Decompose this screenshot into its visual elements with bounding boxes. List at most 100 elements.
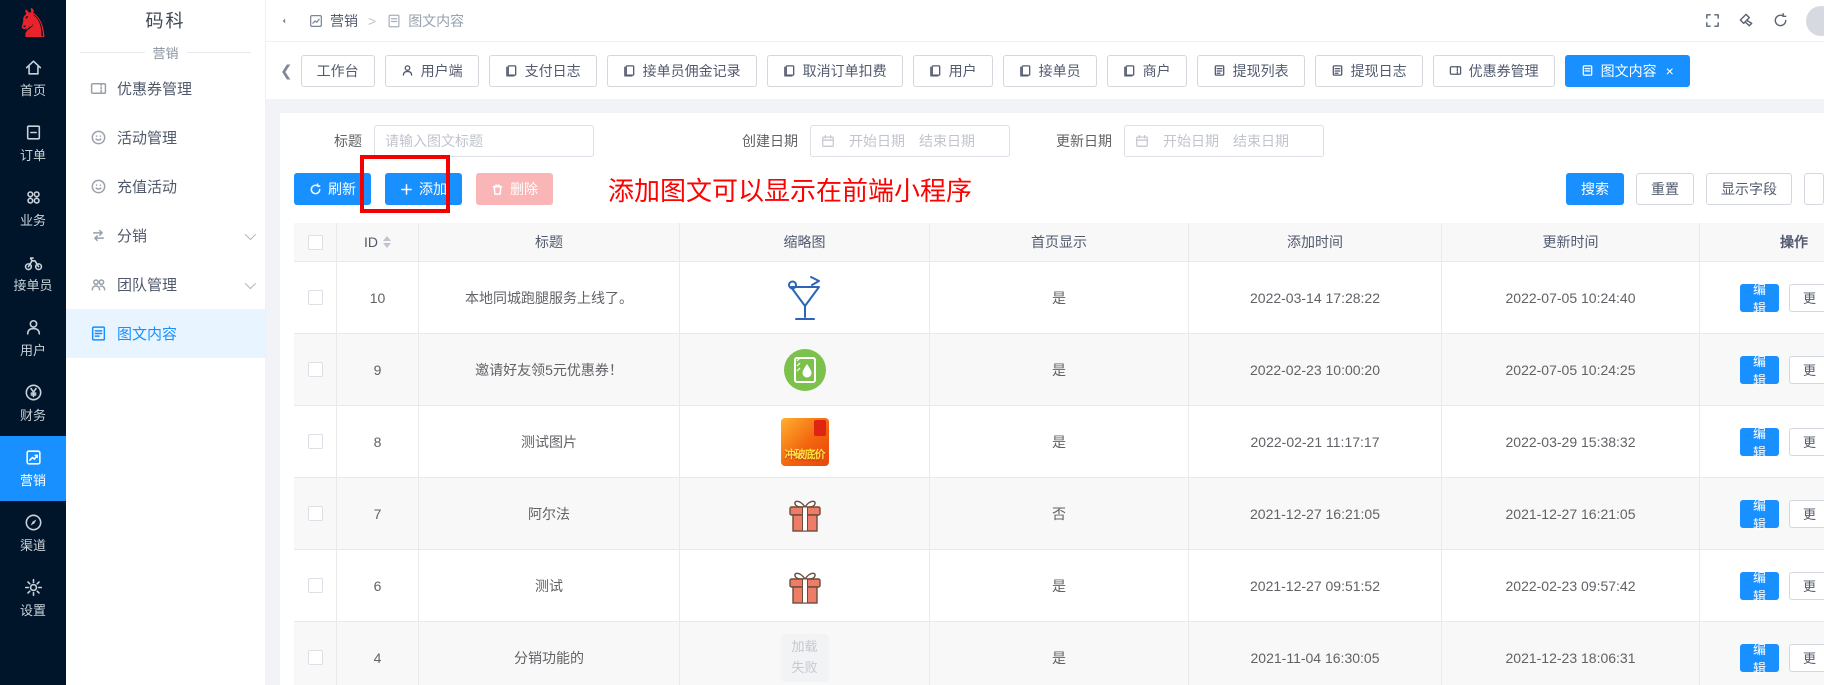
submenu-activity-manage[interactable]: 活动管理: [66, 113, 265, 162]
reset-button[interactable]: 重置: [1636, 173, 1694, 205]
marketing-chart-icon: [25, 450, 41, 465]
tab-payment-log[interactable]: 支付日志: [488, 54, 597, 87]
breadcrumb-marketing[interactable]: 营销: [330, 12, 358, 29]
submenu-recharge-activity[interactable]: 充值活动: [66, 162, 265, 211]
load-failed-thumbnail: 加载失败: [780, 633, 829, 682]
more-button[interactable]: 更: [1789, 283, 1824, 312]
tab-coupon-manage[interactable]: 优惠券管理: [1432, 54, 1555, 87]
tab-withdraw-list[interactable]: 提现列表: [1196, 54, 1305, 87]
col-title: 标题: [419, 223, 680, 261]
nav-users[interactable]: 用户: [0, 306, 66, 371]
tab-courier-commission[interactable]: 接单员佣金记录: [606, 54, 757, 87]
tab-strip: ❮ 工作台 用户端 支付日志 接单员佣金记录 取消订单扣费 用户 接单员 商户 …: [266, 42, 1824, 99]
theme-skin-icon[interactable]: [1738, 12, 1755, 29]
edit-button[interactable]: 编辑: [1740, 426, 1780, 460]
cell-id: 10: [337, 262, 419, 333]
edit-button[interactable]: 编辑: [1740, 282, 1780, 316]
end-date-placeholder: 结束日期: [919, 133, 975, 149]
add-button[interactable]: 添加: [385, 173, 462, 205]
cell-home-show: 是: [930, 406, 1189, 477]
row-checkbox[interactable]: [307, 290, 323, 305]
cell-home-show: 是: [930, 550, 1189, 621]
submenu-team-manage[interactable]: 团队管理: [66, 260, 265, 309]
nav-orders[interactable]: 订单: [0, 111, 66, 176]
user-icon: [26, 319, 40, 335]
nav-settings[interactable]: 设置: [0, 566, 66, 631]
edit-button[interactable]: 编辑: [1740, 498, 1780, 532]
fullscreen-icon[interactable]: [1704, 12, 1721, 29]
delete-button[interactable]: 删除: [476, 173, 553, 205]
refresh-button[interactable]: 刷新: [294, 173, 371, 205]
ticket-icon: [1449, 66, 1461, 75]
col-actions: 操作: [1780, 234, 1808, 250]
list-icon: [1332, 65, 1342, 76]
nav-finance[interactable]: 财务: [0, 371, 66, 436]
gear-icon: [24, 578, 42, 597]
breadcrumb-content: 图文内容: [408, 12, 465, 29]
tab-content-active[interactable]: 图文内容 ×: [1564, 54, 1690, 87]
list-icon: [1214, 65, 1224, 76]
edit-button[interactable]: 编辑: [1740, 642, 1780, 676]
brand-name: 码科: [145, 11, 186, 31]
edit-button[interactable]: 编辑: [1740, 570, 1780, 604]
row-checkbox[interactable]: [307, 434, 323, 449]
search-button[interactable]: 搜索: [1566, 173, 1624, 205]
sort-carets-icon[interactable]: [383, 236, 391, 248]
more-button[interactable]: 更: [1789, 499, 1824, 528]
nav-business[interactable]: 业务: [0, 176, 66, 241]
partial-cutoff-button[interactable]: [1804, 173, 1824, 205]
breadcrumb: 营销 > 图文内容: [308, 11, 464, 31]
select-all-checkbox[interactable]: [307, 234, 323, 250]
tab-workbench[interactable]: 工作台: [300, 54, 375, 87]
nav-marketing[interactable]: 营销: [0, 436, 66, 501]
compass-icon: [25, 514, 41, 531]
cell-home-show: 是: [930, 622, 1189, 685]
row-checkbox[interactable]: [307, 362, 323, 377]
tab-merchant[interactable]: 商户: [1106, 54, 1187, 87]
tab-user-client[interactable]: 用户端: [384, 54, 479, 87]
col-updated: 更新时间: [1442, 223, 1700, 261]
start-date-placeholder: 开始日期: [849, 133, 905, 149]
submenu-coupon-manage[interactable]: 优惠券管理: [66, 64, 265, 113]
create-date-range-picker[interactable]: 开始日期 结束日期: [810, 125, 1010, 157]
topbar-actions: [1704, 5, 1824, 36]
nav-label: 订单: [19, 148, 46, 163]
row-checkbox[interactable]: [307, 650, 323, 665]
submenu-label: 优惠券管理: [117, 81, 193, 98]
row-checkbox[interactable]: [307, 506, 323, 521]
tab-cancel-order-fee[interactable]: 取消订单扣费: [766, 54, 903, 87]
refresh-icon: [310, 182, 321, 194]
tab-withdraw-log[interactable]: 提现日志: [1314, 54, 1423, 87]
nav-channel[interactable]: 渠道: [0, 501, 66, 566]
table-row: 9 邀请好友领5元优惠券！ 是 2022-02-23 10:00:20 2022…: [294, 333, 1824, 405]
document-image-icon: [388, 14, 400, 27]
show-fields-button[interactable]: 显示字段: [1706, 173, 1792, 205]
more-button[interactable]: 更: [1789, 571, 1824, 600]
row-checkbox[interactable]: [307, 578, 323, 593]
table-row: 8 测试图片 冲破底价 是 2022-02-21 11:17:17 2022-0…: [294, 405, 1824, 477]
tab-user[interactable]: 用户: [912, 54, 993, 87]
more-button[interactable]: 更: [1789, 427, 1824, 456]
yuan-coin-icon: [25, 384, 41, 401]
tab-courier[interactable]: 接单员: [1002, 54, 1097, 87]
update-date-range-picker[interactable]: 开始日期 结束日期: [1124, 125, 1324, 157]
submenu-label: 活动管理: [117, 130, 178, 147]
nav-courier[interactable]: 接单员: [0, 241, 66, 306]
title-search-input[interactable]: [374, 125, 594, 157]
cell-home-show: 否: [930, 478, 1189, 549]
close-icon[interactable]: ×: [1665, 62, 1674, 79]
nav-home[interactable]: 首页: [0, 46, 66, 111]
more-button[interactable]: 更: [1789, 355, 1824, 384]
collapse-menu-icon[interactable]: [280, 12, 298, 30]
edit-button[interactable]: 编辑: [1740, 354, 1780, 388]
col-home-show: 首页显示: [930, 223, 1189, 261]
calendar-icon: [1136, 135, 1148, 147]
submenu-content[interactable]: 图文内容: [66, 309, 265, 358]
bicycle-icon: [24, 257, 42, 271]
user-avatar[interactable]: [1806, 5, 1824, 36]
submenu-distribution[interactable]: 分销: [66, 211, 265, 260]
plus-icon: [401, 183, 412, 195]
refresh-icon[interactable]: [1772, 12, 1789, 29]
tab-scroll-left-icon[interactable]: ❮: [280, 62, 293, 80]
more-button[interactable]: 更: [1789, 643, 1824, 672]
